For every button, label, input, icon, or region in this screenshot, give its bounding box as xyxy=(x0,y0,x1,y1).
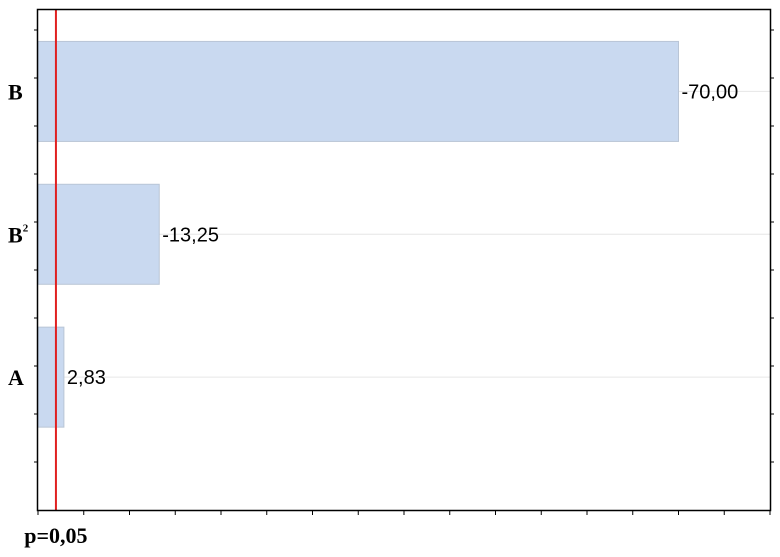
reference-label-group: p=0,05 xyxy=(24,523,87,548)
category-label: B xyxy=(8,79,23,104)
value-labels: -70,00 -13,25 2,83 xyxy=(67,81,738,389)
category-labels: B B2 A xyxy=(8,79,29,390)
bar-b2 xyxy=(37,183,160,285)
bar-a xyxy=(37,326,65,428)
axis-ticks xyxy=(34,29,774,515)
category-label: A xyxy=(8,365,24,390)
bar-b xyxy=(37,40,679,142)
value-label: -70,00 xyxy=(682,81,739,103)
value-label: -13,25 xyxy=(162,224,219,246)
value-label: 2,83 xyxy=(67,367,106,389)
reference-line-label: p=0,05 xyxy=(24,523,87,548)
bars xyxy=(37,40,679,428)
category-label: B2 xyxy=(8,222,29,247)
